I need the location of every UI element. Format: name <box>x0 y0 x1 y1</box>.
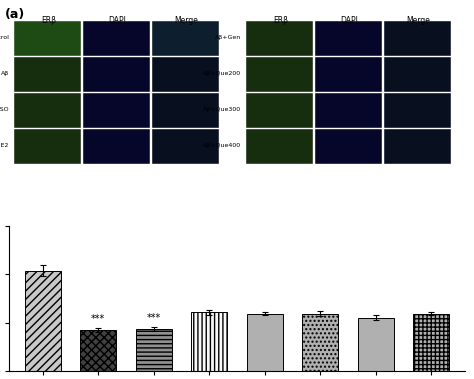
Polygon shape <box>384 57 451 92</box>
Text: DAPI: DAPI <box>341 16 358 25</box>
Polygon shape <box>384 93 451 128</box>
Polygon shape <box>14 93 81 128</box>
Polygon shape <box>152 21 219 55</box>
Bar <box>191 312 228 371</box>
Bar <box>246 313 283 371</box>
Polygon shape <box>14 129 81 164</box>
Text: Aβ+DMSO: Aβ+DMSO <box>0 107 9 112</box>
Polygon shape <box>14 21 81 55</box>
Text: (a): (a) <box>5 8 25 21</box>
Text: Merge: Merge <box>407 16 430 25</box>
Bar <box>80 330 116 371</box>
Text: Aβ+Gen: Aβ+Gen <box>215 35 242 40</box>
Polygon shape <box>14 57 81 92</box>
Bar <box>302 313 338 371</box>
Polygon shape <box>315 57 382 92</box>
Text: Aβ+E2: Aβ+E2 <box>0 143 9 148</box>
Polygon shape <box>83 21 150 55</box>
Bar <box>136 329 172 371</box>
Text: Aβ+Que300: Aβ+Que300 <box>203 107 242 112</box>
Polygon shape <box>152 129 219 164</box>
Polygon shape <box>83 93 150 128</box>
Polygon shape <box>152 93 219 128</box>
Text: Aβ+Que400: Aβ+Que400 <box>203 143 242 148</box>
Polygon shape <box>246 21 313 55</box>
Text: Merge: Merge <box>174 16 199 25</box>
Bar <box>413 313 449 371</box>
Polygon shape <box>83 129 150 164</box>
Polygon shape <box>246 129 313 164</box>
Text: DAPI: DAPI <box>109 16 127 25</box>
Polygon shape <box>246 57 313 92</box>
Polygon shape <box>384 129 451 164</box>
Text: Aβ+Que200: Aβ+Que200 <box>203 71 242 76</box>
Polygon shape <box>315 93 382 128</box>
Text: Aβ: Aβ <box>1 71 9 76</box>
Polygon shape <box>152 57 219 92</box>
Text: ERβ: ERβ <box>41 16 56 25</box>
Text: ERβ: ERβ <box>273 16 288 25</box>
Polygon shape <box>315 21 382 55</box>
Polygon shape <box>384 21 451 55</box>
Polygon shape <box>315 129 382 164</box>
Text: ***: *** <box>91 314 105 324</box>
Text: Control: Control <box>0 35 9 40</box>
Bar <box>358 318 394 371</box>
Polygon shape <box>83 57 150 92</box>
Text: ***: *** <box>146 313 161 323</box>
Polygon shape <box>246 93 313 128</box>
Bar <box>25 271 61 371</box>
